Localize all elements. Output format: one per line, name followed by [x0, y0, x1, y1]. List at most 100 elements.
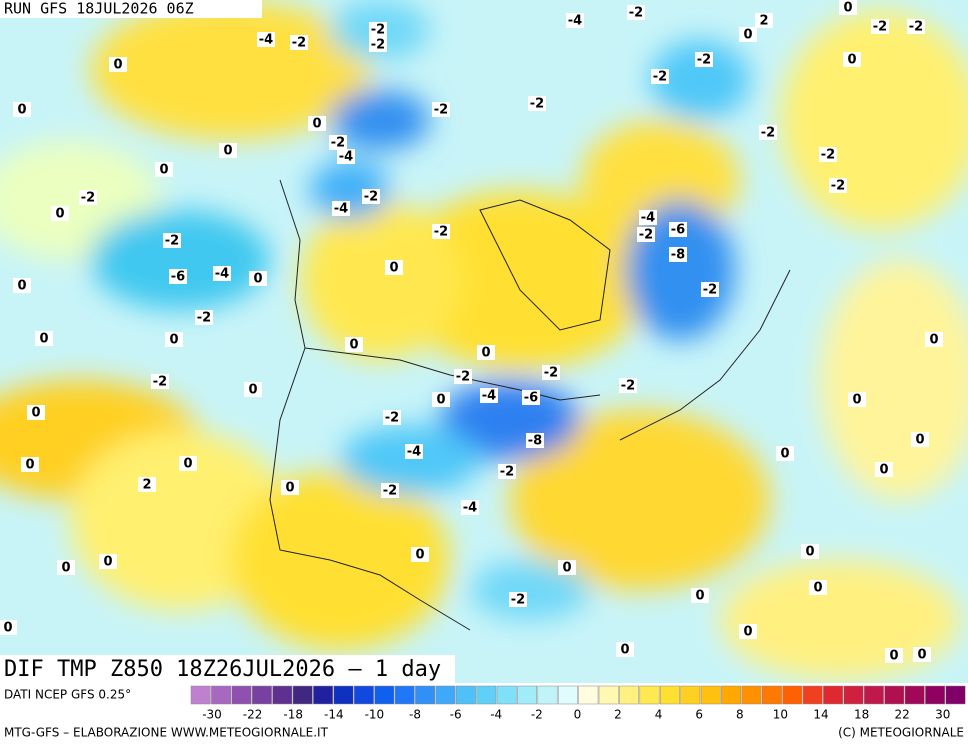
label-bg — [165, 332, 183, 347]
temperature-field — [0, 0, 968, 683]
legend-tick-label: 22 — [895, 708, 910, 722]
color-swatch — [251, 685, 272, 705]
label-bg — [369, 37, 387, 52]
contour-label: 0 — [17, 103, 26, 118]
label-bg — [179, 456, 197, 471]
label-bg — [432, 102, 450, 117]
legend-tick-label: -2 — [531, 708, 543, 722]
color-swatch — [721, 685, 742, 705]
label-bg — [290, 35, 308, 50]
label-bg — [639, 210, 657, 225]
label-bg — [619, 378, 637, 393]
label-bg — [691, 588, 709, 603]
contour-label: -2 — [165, 234, 179, 249]
label-bg — [381, 483, 399, 498]
contour-label: -6 — [671, 223, 685, 238]
contour-label: -2 — [621, 379, 635, 394]
contour-label: 0 — [39, 332, 48, 347]
legend-tick-label: 8 — [736, 708, 744, 722]
label-bg — [819, 147, 837, 162]
label-bg — [308, 116, 326, 131]
color-swatch — [925, 685, 946, 705]
contour-label: -8 — [528, 434, 542, 449]
label-bg — [13, 278, 31, 293]
label-bg — [362, 189, 380, 204]
label-bg — [911, 432, 929, 447]
contour-label: 0 — [3, 621, 12, 636]
color-swatch — [761, 685, 782, 705]
contour-label: 0 — [25, 458, 34, 473]
label-bg — [526, 433, 544, 448]
contour-label: -2 — [909, 20, 923, 35]
contour-label: -2 — [873, 20, 887, 35]
contour-label: -4 — [482, 389, 496, 404]
label-bg — [558, 560, 576, 575]
label-bg — [616, 642, 634, 657]
label-bg — [35, 331, 53, 346]
contour-label: -2 — [81, 191, 95, 206]
label-bg — [871, 19, 889, 34]
label-bg — [219, 143, 237, 158]
color-swatch — [435, 685, 456, 705]
contour-label: 0 — [695, 589, 704, 604]
contour-label: -2 — [292, 36, 306, 51]
label-bg — [739, 624, 757, 639]
label-bg — [829, 178, 847, 193]
contour-label: -2 — [831, 179, 845, 194]
contour-label: 0 — [805, 545, 814, 560]
label-bg — [480, 388, 498, 403]
color-swatch — [211, 685, 232, 705]
color-swatch — [904, 685, 925, 705]
label-bg — [522, 390, 540, 405]
label-bg — [669, 247, 687, 262]
label-bg — [79, 190, 97, 205]
label-bg — [13, 102, 31, 117]
contour-label: -2 — [383, 484, 397, 499]
label-bg — [755, 13, 773, 28]
contour-label: 0 — [285, 481, 294, 496]
label-bg — [57, 560, 75, 575]
label-bg — [776, 446, 794, 461]
label-bg — [759, 125, 777, 140]
legend-tick-label: -18 — [283, 708, 303, 722]
label-bg — [637, 227, 655, 242]
label-bg — [701, 282, 719, 297]
title-box — [0, 655, 455, 683]
color-swatch — [598, 685, 619, 705]
label-bg — [875, 462, 893, 477]
contour-label: -2 — [197, 311, 211, 326]
color-swatch — [333, 685, 354, 705]
label-bg — [411, 547, 429, 562]
contour-label: 0 — [389, 261, 398, 276]
color-swatch — [517, 685, 538, 705]
label-bg — [885, 648, 903, 663]
legend-tick-label: -10 — [365, 708, 385, 722]
label-bg — [155, 162, 173, 177]
contour-label: 0 — [17, 279, 26, 294]
contour-label: 0 — [743, 625, 752, 640]
label-bg — [432, 224, 450, 239]
color-swatch — [476, 685, 497, 705]
legend-tick-label: -22 — [243, 708, 263, 722]
color-swatch — [884, 685, 905, 705]
legend-tick-label: 10 — [773, 708, 788, 722]
color-bar: -30 -22 -18 -14 -10 -8 -6 -4 -2 0 2 4 6 8 10 14 18 22 30 — [190, 685, 966, 722]
contour-label: 0 — [843, 1, 852, 16]
legend-tick-label: -4 — [490, 708, 502, 722]
contour-label: -2 — [434, 103, 448, 118]
copyright: (C) METEOGIORNALE — [838, 726, 964, 740]
contour-label: 0 — [113, 58, 122, 73]
color-swatch — [353, 685, 374, 705]
contour-label: 0 — [743, 28, 752, 43]
label-bg — [195, 310, 213, 325]
contour-label: -4 — [339, 150, 353, 165]
label-bg — [249, 271, 267, 286]
color-swatch — [945, 685, 966, 705]
contour-label: -8 — [671, 248, 685, 263]
label-bg — [432, 392, 450, 407]
contour-label: -4 — [215, 267, 229, 282]
label-bg — [848, 392, 866, 407]
label-bg — [383, 410, 401, 425]
color-swatch — [863, 685, 884, 705]
contour-label: -4 — [407, 445, 421, 460]
